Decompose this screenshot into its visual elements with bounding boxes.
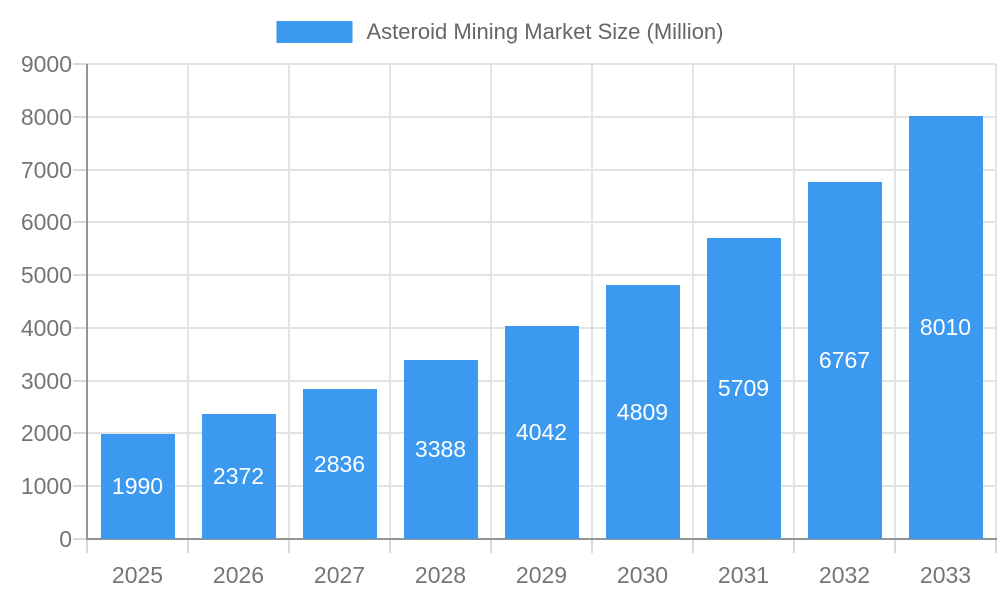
v-gridline [995, 64, 997, 539]
y-tick-label: 6000 [20, 209, 72, 236]
x-axis-tick [591, 539, 593, 553]
x-axis-tick [86, 539, 88, 553]
x-tick-label: 2033 [919, 562, 972, 588]
bar: 4809 [605, 285, 680, 539]
v-gridline [288, 64, 290, 539]
bar-value-label: 2836 [313, 450, 366, 477]
bar-value-label: 6767 [818, 346, 871, 373]
bar-value-label: 3388 [414, 436, 467, 463]
x-tick-label: 2026 [212, 562, 265, 588]
legend-label: Asteroid Mining Market Size (Million) [366, 19, 724, 44]
y-axis-tick [73, 115, 87, 118]
y-axis-line [86, 64, 88, 539]
y-tick-label: 4000 [20, 314, 72, 341]
v-gridline [187, 64, 189, 539]
x-tick-label: 2030 [616, 562, 669, 588]
x-axis-tick [894, 539, 896, 553]
bar-value-label: 4042 [515, 418, 568, 445]
x-axis-tick [288, 539, 290, 553]
bar-value-label: 2372 [212, 462, 265, 489]
y-tick-label: 7000 [20, 156, 72, 183]
y-axis-tick [73, 538, 87, 540]
v-gridline [389, 64, 391, 539]
legend-swatch [276, 21, 353, 43]
x-tick-label: 2029 [515, 562, 568, 588]
x-axis-line [86, 538, 997, 540]
x-axis-tick [793, 539, 795, 553]
x-axis-tick [187, 539, 189, 553]
bar: 2372 [201, 413, 276, 539]
h-gridline [87, 168, 996, 171]
x-axis-tick [389, 539, 391, 553]
bar: 1990 [100, 433, 175, 539]
x-tick-label: 2028 [414, 562, 467, 588]
h-gridline [87, 274, 996, 277]
x-tick-label: 2031 [717, 562, 770, 588]
v-gridline [894, 64, 896, 539]
y-tick-label: 2000 [20, 420, 72, 447]
y-axis-tick [73, 63, 87, 65]
bar-value-label: 8010 [919, 314, 972, 341]
y-tick-label: 1000 [20, 473, 72, 500]
x-axis-tick [692, 539, 694, 553]
v-gridline [490, 64, 492, 539]
x-axis-tick [490, 539, 492, 553]
v-gridline [793, 64, 795, 539]
y-tick-label: 5000 [20, 262, 72, 289]
y-axis-tick [73, 274, 87, 277]
bar-value-label: 1990 [111, 472, 164, 499]
y-axis-tick [73, 379, 87, 382]
bar: 6767 [807, 181, 882, 539]
x-axis-tick [995, 539, 997, 553]
x-tick-label: 2032 [818, 562, 871, 588]
y-tick-label: 0 [59, 526, 72, 552]
y-axis-tick [73, 168, 87, 171]
h-gridline [87, 63, 996, 65]
v-gridline [692, 64, 694, 539]
bar: 2836 [302, 389, 377, 539]
v-gridline [591, 64, 593, 539]
chart-legend: Asteroid Mining Market Size (Million) [276, 19, 724, 45]
y-axis-tick [73, 221, 87, 224]
y-axis-tick [73, 326, 87, 329]
y-tick-label: 9000 [20, 51, 72, 77]
bar: 5709 [706, 237, 781, 539]
bar: 4042 [504, 325, 579, 539]
bar-value-label: 5709 [717, 374, 770, 401]
bar-value-label: 4809 [616, 398, 669, 425]
y-axis-tick [73, 432, 87, 435]
bar: 8010 [908, 116, 983, 539]
y-tick-label: 8000 [20, 103, 72, 130]
x-tick-label: 2025 [111, 562, 164, 588]
x-tick-label: 2027 [313, 562, 366, 588]
h-gridline [87, 115, 996, 118]
h-gridline [87, 221, 996, 224]
y-tick-label: 3000 [20, 367, 72, 394]
y-axis-tick [73, 485, 87, 488]
bar: 3388 [403, 360, 478, 539]
